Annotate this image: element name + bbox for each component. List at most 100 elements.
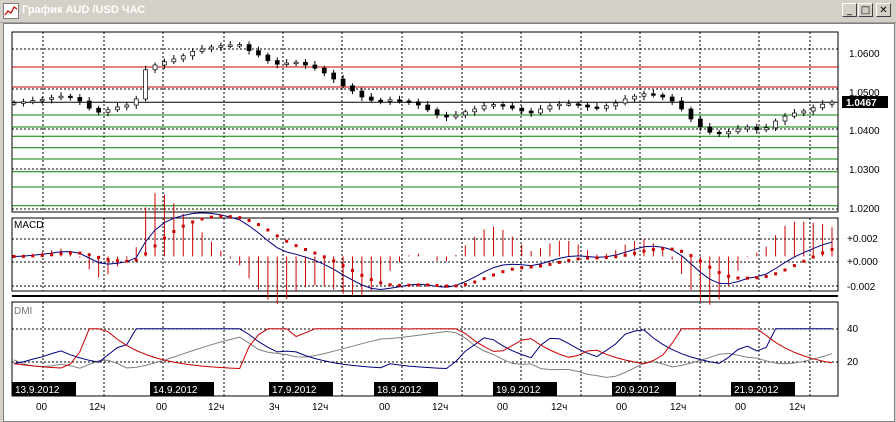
candle-body — [378, 99, 384, 103]
macd-signal-dot — [350, 268, 354, 272]
candle-body — [585, 104, 590, 108]
macd-signal-dot — [792, 264, 796, 268]
candle-body — [68, 95, 73, 99]
macd-line — [13, 212, 833, 291]
macd-signal-dot — [586, 256, 590, 260]
candle-body — [227, 44, 233, 47]
macd-signal-dot — [341, 264, 345, 268]
candle-body — [453, 114, 459, 118]
macd-signal-dot — [313, 251, 317, 255]
candle-body — [115, 106, 120, 111]
macd-signal-dot — [369, 278, 373, 282]
candle-body — [594, 106, 600, 109]
candle-body — [519, 107, 525, 112]
candle-body — [190, 51, 195, 57]
candle-body — [726, 131, 731, 135]
macd-signal-dot — [228, 215, 232, 219]
macd-signal-dot — [830, 247, 834, 251]
macd-signal-dot — [181, 224, 185, 228]
date-label: 17.9.2012 — [272, 385, 317, 396]
time-label: 00 — [497, 402, 509, 413]
candle-body — [547, 105, 553, 110]
candle-body — [763, 127, 769, 131]
candle-body — [425, 104, 431, 111]
candle-body — [810, 107, 816, 112]
macd-signal-dot — [106, 258, 110, 262]
candle-body — [256, 50, 261, 56]
time-label: 12ч — [551, 402, 567, 413]
macd-signal-dot — [435, 283, 439, 287]
chart-area[interactable]: 1.0600 1.0500 1.0400 1.0300 1.0200 1.046… — [3, 23, 895, 422]
macd-signal-dot — [670, 247, 674, 251]
candle-body — [237, 44, 243, 47]
candle-body — [58, 95, 64, 99]
time-label: 12ч — [89, 402, 105, 413]
title-bar: График AUD /USD ЧАС _ □ ✕ — [0, 0, 896, 23]
close-button[interactable]: ✕ — [876, 3, 891, 17]
macd-signal-dot — [426, 283, 430, 287]
dmi-label: DMI — [14, 306, 32, 317]
candle-body — [698, 118, 703, 128]
candle-body — [162, 61, 167, 66]
candle-body — [688, 108, 694, 120]
macd-signal-dot — [604, 256, 608, 260]
candle-body — [641, 93, 647, 97]
candle-body — [133, 98, 139, 106]
candle-body — [538, 108, 543, 114]
candle-body — [86, 100, 92, 109]
macd-signal-dot — [134, 258, 138, 262]
current-price-box — [842, 96, 888, 108]
macd-signal-dot — [454, 284, 458, 288]
time-label: 00 — [36, 402, 48, 413]
candle-body — [30, 100, 36, 103]
minus-di-line — [13, 328, 833, 370]
plus-di-line — [13, 328, 832, 370]
macd-signal-dot — [510, 267, 514, 271]
candle-body — [820, 103, 825, 109]
time-label: 00 — [379, 402, 391, 413]
candle-body — [481, 105, 487, 110]
window-title: График AUD /USD ЧАС — [22, 4, 146, 16]
candle-body — [632, 95, 637, 100]
candle-body — [773, 120, 778, 129]
candle-body — [49, 97, 54, 100]
macd-signal-dot — [407, 283, 411, 287]
dmi-level-label: 20 — [847, 357, 859, 368]
candle-body — [679, 100, 684, 110]
macd-signal-dot — [614, 255, 618, 259]
candle-body — [340, 78, 346, 87]
macd-signal-dot — [811, 255, 815, 259]
macd-signal-dot — [153, 244, 157, 248]
macd-signal-dot — [661, 247, 665, 251]
macd-signal-dot — [821, 251, 825, 255]
macd-signal-dot — [492, 273, 496, 277]
macd-signal-dot — [78, 251, 82, 255]
time-label: 3ч — [269, 402, 280, 413]
macd-signal-dot — [256, 223, 260, 227]
candle-body — [303, 61, 308, 66]
adx-line — [13, 330, 833, 378]
macd-signal-dot — [12, 254, 16, 258]
candle-body — [77, 97, 83, 102]
candle-body — [274, 60, 280, 65]
macd-signal-dot — [802, 259, 806, 263]
candle-body — [651, 93, 656, 96]
maximize-button[interactable]: □ — [858, 3, 873, 17]
minimize-button[interactable]: _ — [842, 3, 857, 17]
macd-signal-dot — [87, 253, 91, 257]
chart-canvas[interactable]: 1.0600 1.0500 1.0400 1.0300 1.0200 1.046… — [4, 24, 894, 421]
macd-signal-dot — [21, 254, 25, 258]
macd-signal-dot — [332, 259, 336, 263]
date-label: 14.9.2012 — [153, 385, 198, 396]
candle-body — [509, 105, 515, 109]
macd-level-label: +0.000 — [847, 257, 878, 268]
macd-signal-dot — [689, 254, 693, 258]
price-panel-frame — [11, 31, 839, 213]
level-lines — [12, 66, 838, 207]
candle-body — [603, 105, 609, 109]
price-level-label: 1.0500 — [849, 88, 880, 99]
macd-signal-dot — [219, 214, 223, 218]
candle-body — [660, 94, 666, 98]
candle-body — [152, 64, 158, 71]
candle-body — [359, 90, 365, 98]
